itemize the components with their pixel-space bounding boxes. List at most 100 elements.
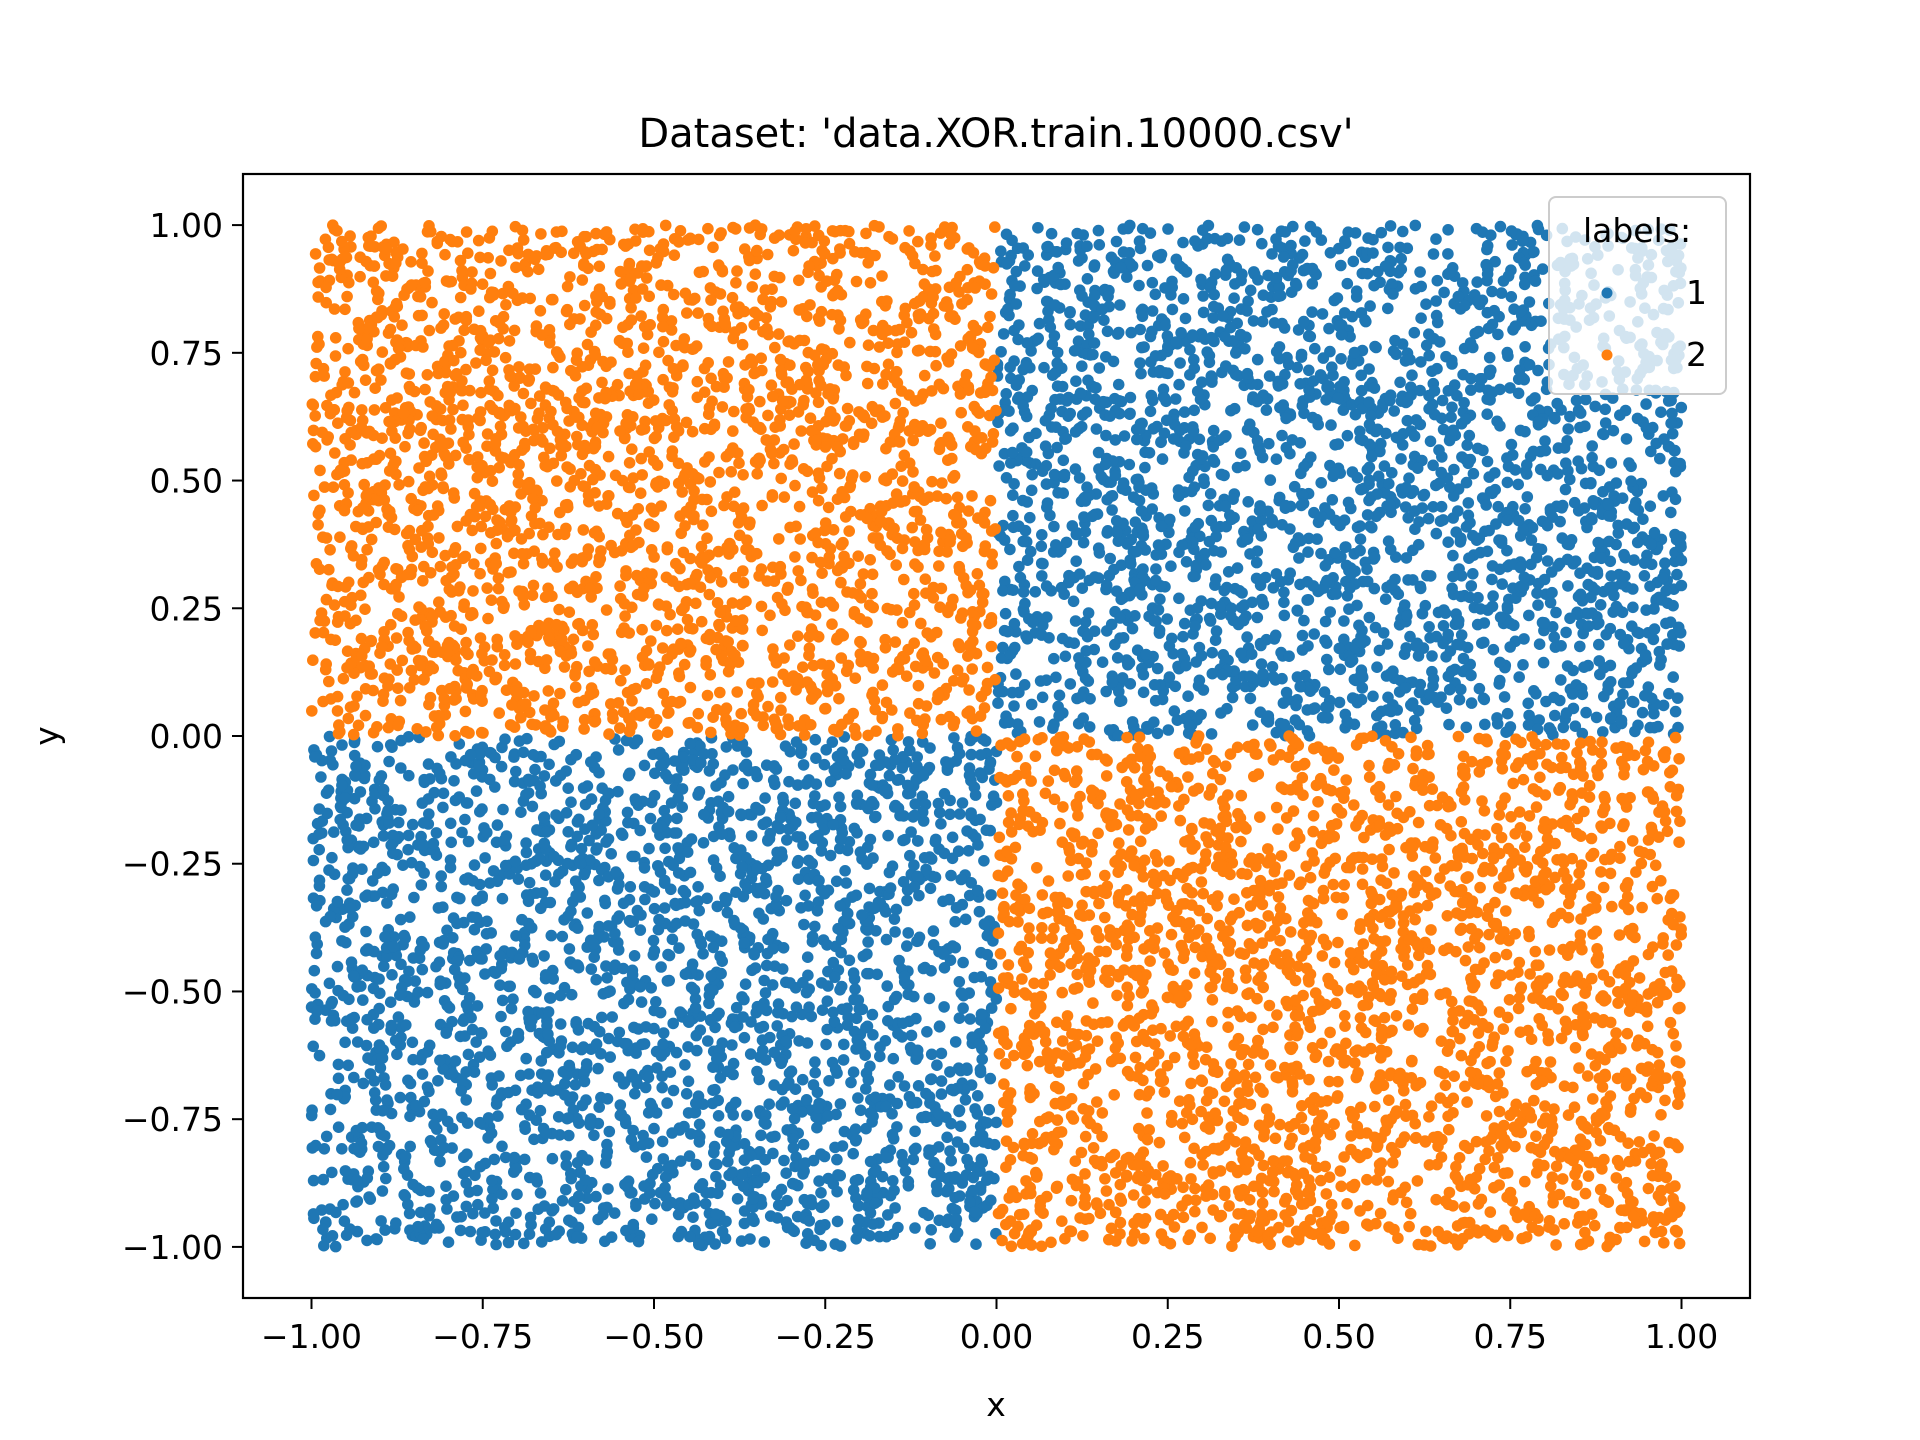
point-series-1 [881, 980, 893, 992]
point-series-1 [1483, 471, 1495, 483]
point-series-1 [386, 969, 398, 981]
point-series-1 [1069, 426, 1082, 438]
point-series-1 [1527, 445, 1540, 458]
point-series-1 [1420, 298, 1432, 311]
point-series-1 [711, 900, 724, 913]
point-series-1 [1356, 637, 1368, 649]
point-series-1 [1671, 568, 1683, 581]
point-series-1 [1478, 636, 1490, 649]
point-series-1 [1215, 468, 1228, 481]
point-series-1 [840, 768, 852, 780]
point-series-1 [471, 1000, 484, 1012]
point-series-1 [473, 1051, 486, 1063]
point-series-1 [1076, 582, 1089, 594]
point-series-1 [1081, 273, 1094, 285]
point-series-1 [523, 876, 536, 889]
point-series-1 [412, 986, 425, 998]
point-series-1 [1276, 429, 1288, 442]
point-series-1 [978, 855, 990, 867]
point-series-1 [963, 769, 976, 781]
point-series-1 [1442, 385, 1455, 397]
point-series-1 [759, 1153, 771, 1166]
point-series-1 [1538, 617, 1551, 629]
point-series-1 [601, 986, 614, 999]
point-series-1 [1092, 224, 1105, 237]
point-series-1 [1308, 628, 1320, 640]
point-series-1 [1494, 611, 1507, 624]
point-series-1 [1233, 585, 1246, 597]
point-series-1 [498, 834, 511, 846]
point-series-1 [1359, 314, 1371, 326]
point-series-1 [847, 1066, 860, 1078]
point-series-1 [955, 987, 968, 999]
point-series-1 [511, 1188, 523, 1201]
point-series-1 [847, 1147, 859, 1160]
point-series-1 [1502, 460, 1515, 473]
point-series-1 [974, 1063, 987, 1076]
point-series-1 [1041, 611, 1053, 623]
point-series-1 [1294, 378, 1306, 390]
point-series-1 [1019, 260, 1031, 272]
point-series-1 [1006, 446, 1019, 459]
point-series-1 [841, 844, 854, 857]
point-series-1 [997, 641, 1009, 654]
point-series-2 [908, 587, 920, 600]
point-series-1 [1279, 499, 1292, 512]
point-series-1 [948, 732, 960, 744]
point-series-1 [807, 1079, 820, 1091]
point-series-1 [1350, 285, 1363, 298]
point-series-1 [631, 904, 644, 917]
point-series-1 [618, 997, 630, 1010]
point-series-1 [1306, 278, 1319, 290]
point-series-1 [1179, 312, 1192, 325]
point-series-1 [430, 960, 442, 973]
point-series-1 [1089, 571, 1101, 583]
point-series-1 [738, 937, 750, 949]
point-series-1 [1064, 678, 1077, 690]
point-series-1 [788, 1112, 801, 1125]
point-series-1 [539, 969, 552, 981]
point-series-1 [1295, 499, 1308, 512]
point-series-1 [1169, 680, 1182, 693]
point-series-1 [457, 1015, 470, 1027]
point-series-1 [435, 870, 448, 882]
point-series-1 [1572, 590, 1585, 603]
point-series-1 [596, 1011, 608, 1024]
point-series-1 [569, 1079, 582, 1091]
point-series-1 [464, 748, 477, 761]
point-series-1 [1663, 687, 1675, 700]
point-series-1 [320, 1130, 333, 1143]
point-series-1 [758, 1236, 771, 1248]
point-series-1 [542, 1006, 555, 1018]
point-series-1 [482, 1132, 494, 1144]
point-series-1 [1335, 259, 1347, 272]
point-series-1 [467, 875, 479, 887]
point-series-1 [1206, 667, 1219, 680]
point-series-1 [630, 1073, 643, 1086]
point-series-1 [693, 1118, 706, 1131]
point-series-1 [590, 973, 602, 986]
point-series-1 [710, 1170, 722, 1183]
point-series-1 [496, 994, 509, 1007]
point-series-1 [456, 1111, 468, 1124]
point-series-1 [750, 801, 762, 814]
point-series-1 [562, 782, 574, 794]
point-series-1 [755, 882, 767, 894]
point-series-1 [1230, 262, 1243, 274]
point-series-1 [870, 1164, 882, 1176]
point-series-1 [1053, 710, 1065, 722]
point-series-1 [728, 1021, 741, 1034]
point-series-1 [1639, 649, 1652, 661]
point-series-1 [534, 1187, 547, 1199]
point-series-1 [728, 914, 740, 927]
point-series-1 [1176, 539, 1188, 552]
point-series-1 [1177, 293, 1190, 305]
point-series-1 [1371, 709, 1383, 722]
point-series-1 [722, 790, 735, 803]
point-series-1 [1665, 417, 1677, 430]
point-series-1 [781, 1079, 794, 1091]
point-series-1 [685, 833, 698, 845]
point-series-1 [1254, 445, 1266, 458]
point-series-1 [1363, 611, 1376, 624]
point-series-1 [359, 891, 371, 903]
